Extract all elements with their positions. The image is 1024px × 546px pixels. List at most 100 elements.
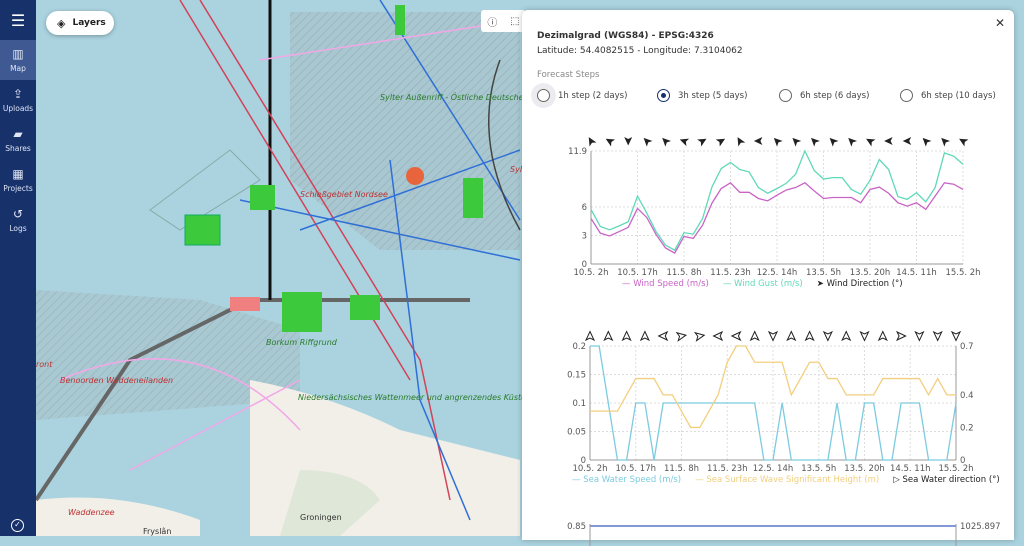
radio-circle[interactable]	[537, 89, 550, 102]
direction-arrow-icon	[641, 135, 653, 147]
x-tick-label: 14.5. 11h	[890, 464, 931, 474]
direction-arrow-icon	[806, 332, 814, 341]
direction-arrow-icon	[732, 332, 741, 340]
sidebar-item-logs[interactable]: ↺ Logs	[0, 200, 36, 240]
y2-tick-label: 0.7	[960, 342, 974, 352]
radio-label: 3h step (5 days)	[678, 91, 747, 101]
direction-arrow-icon	[952, 332, 960, 341]
series-line-0	[591, 183, 963, 253]
x-tick-label: 10.5. 2h	[572, 464, 607, 474]
legend-sea-water-direction[interactable]: ▷ Sea Water direction (°)	[893, 475, 999, 485]
direction-arrow-icon	[920, 135, 932, 147]
legend-label: Sea Water Speed (m/s)	[583, 475, 681, 485]
direction-arrow-icon	[678, 136, 689, 146]
legend-label: Sea Water direction (°)	[903, 475, 1000, 485]
map-toolbar: ⓘ⬚	[481, 10, 526, 32]
direction-arrow-icon	[769, 332, 777, 341]
direction-arrow-icon	[827, 135, 839, 147]
radio-6h-step-10d[interactable]: 6h step (10 days)	[900, 89, 996, 102]
history-icon: ↺	[13, 208, 23, 221]
direction-arrow-icon	[957, 135, 968, 146]
x-tick-label: 13.5. 20h	[850, 268, 891, 278]
radio-circle[interactable]	[779, 89, 792, 102]
y-tick-label: 0.2	[572, 342, 586, 352]
y-tick-label: 6	[582, 203, 587, 213]
direction-arrow-icon	[897, 332, 906, 340]
sidebar-item-map[interactable]: ▥Map	[0, 40, 36, 80]
y-tick-label: 0	[582, 260, 587, 270]
legend-wave-height[interactable]: — Sea Surface Wave Significant Height (m…	[695, 475, 879, 485]
crs-title: Dezimalgrad (WGS84) - EPSG:4326	[537, 31, 714, 41]
direction-arrow-icon	[677, 331, 687, 340]
radio-circle[interactable]	[657, 89, 670, 102]
sidebar-item-label: Map	[10, 64, 26, 73]
forecast-steps-label: Forecast Steps	[537, 70, 599, 80]
x-tick-label: 11.5. 8h	[666, 268, 701, 278]
coordinates-text: Latitude: 54.4082515 - Longitude: 7.3104…	[537, 46, 743, 56]
direction-arrow-icon	[695, 331, 705, 340]
check-circle-icon[interactable]: ✓	[11, 519, 24, 532]
sidebar-item-label: Uploads	[3, 104, 33, 113]
direction-arrow-icon	[586, 332, 594, 341]
y-tick-label: 0.85	[567, 522, 586, 532]
radio-1h-step[interactable]: 1h step (2 days)	[537, 89, 627, 102]
shared-folder-icon: ▰	[13, 128, 22, 141]
legend-sea-water-speed[interactable]: — Sea Water Speed (m/s)	[572, 475, 681, 485]
x-tick-label: 10.5. 2h	[573, 268, 608, 278]
sidebar-item-label: Projects	[3, 184, 33, 193]
sidebar-item-projects[interactable]: ▦Projects	[0, 160, 36, 200]
y-tick-label: 11.9	[568, 147, 587, 157]
upload-icon: ⇪	[13, 88, 23, 101]
x-tick-label: 11.5. 8h	[664, 464, 699, 474]
direction-arrow-icon	[808, 135, 820, 147]
map-label-front: ront	[36, 360, 53, 369]
map-label-fryslan: Fryslân	[143, 527, 171, 536]
direction-arrow-icon	[751, 332, 759, 341]
direction-arrow-icon	[604, 135, 615, 146]
map-label-wattenmeer: Niedersächsisches Wattenmeer und angrenz…	[298, 393, 553, 402]
x-tick-label: 13.5. 5h	[806, 268, 841, 278]
hamburger-icon[interactable]: ☰	[0, 0, 36, 40]
legend-wind-direction[interactable]: ➤ Wind Direction (°)	[817, 279, 903, 289]
legend-wind-gust[interactable]: — Wind Gust (m/s)	[723, 279, 803, 289]
radio-label: 6h step (6 days)	[800, 91, 869, 101]
layers-button[interactable]: ◈Layers	[46, 11, 114, 35]
direction-arrow-icon	[604, 332, 612, 341]
direction-arrow-icon	[585, 135, 596, 146]
x-tick-label: 15.5. 2h	[938, 464, 973, 474]
x-tick-label: 11.5. 23h	[707, 464, 748, 474]
y-tick-label: 0.15	[567, 371, 586, 381]
radio-6h-step-6d[interactable]: 6h step (6 days)	[779, 89, 869, 102]
sidebar-item-label: Shares	[5, 144, 31, 153]
map-label-benoorden: Benoorden Waddeneilanden	[60, 376, 173, 385]
direction-arrow-icon	[790, 135, 802, 147]
layers-label: Layers	[72, 18, 105, 28]
select-area-icon[interactable]: ⬚	[510, 16, 519, 27]
wind-chart-legend: — Wind Speed (m/s) — Wind Gust (m/s) ➤ W…	[622, 279, 903, 289]
sidebar-item-shares[interactable]: ▰ Shares	[0, 120, 36, 160]
x-tick-label: 12.5. 14h	[753, 464, 794, 474]
legend-label: Wind Speed (m/s)	[633, 279, 709, 289]
direction-arrow-icon	[659, 135, 671, 147]
legend-wind-speed[interactable]: — Wind Speed (m/s)	[622, 279, 709, 289]
map-label-waddenzee: Waddenzee	[68, 508, 115, 517]
close-icon[interactable]: ✕	[995, 16, 1005, 30]
direction-arrow-icon	[734, 135, 745, 146]
sidebar-item-label: Logs	[9, 224, 26, 233]
legend-label: Wind Gust (m/s)	[734, 279, 803, 289]
radio-circle[interactable]	[900, 89, 913, 102]
sea-chart-legend: — Sea Water Speed (m/s) — Sea Surface Wa…	[572, 475, 1000, 485]
info-icon[interactable]: ⓘ	[487, 14, 497, 29]
direction-arrow-icon	[824, 332, 832, 341]
direction-arrow-icon	[754, 137, 763, 145]
x-tick-label: 14.5. 11h	[896, 268, 937, 278]
radio-3h-step[interactable]: 3h step (5 days)	[657, 89, 747, 102]
forecast-panel: ✕ Dezimalgrad (WGS84) - EPSG:4326 Latitu…	[522, 10, 1014, 540]
sidebar-item-uploads[interactable]: ⇪ Uploads	[0, 80, 36, 120]
x-tick-label: 13.5. 20h	[844, 464, 885, 474]
x-tick-label: 12.5. 14h	[757, 268, 798, 278]
direction-arrow-icon	[938, 135, 950, 147]
direction-arrow-icon	[861, 332, 869, 341]
y2-tick-label: 0.2	[960, 423, 974, 433]
